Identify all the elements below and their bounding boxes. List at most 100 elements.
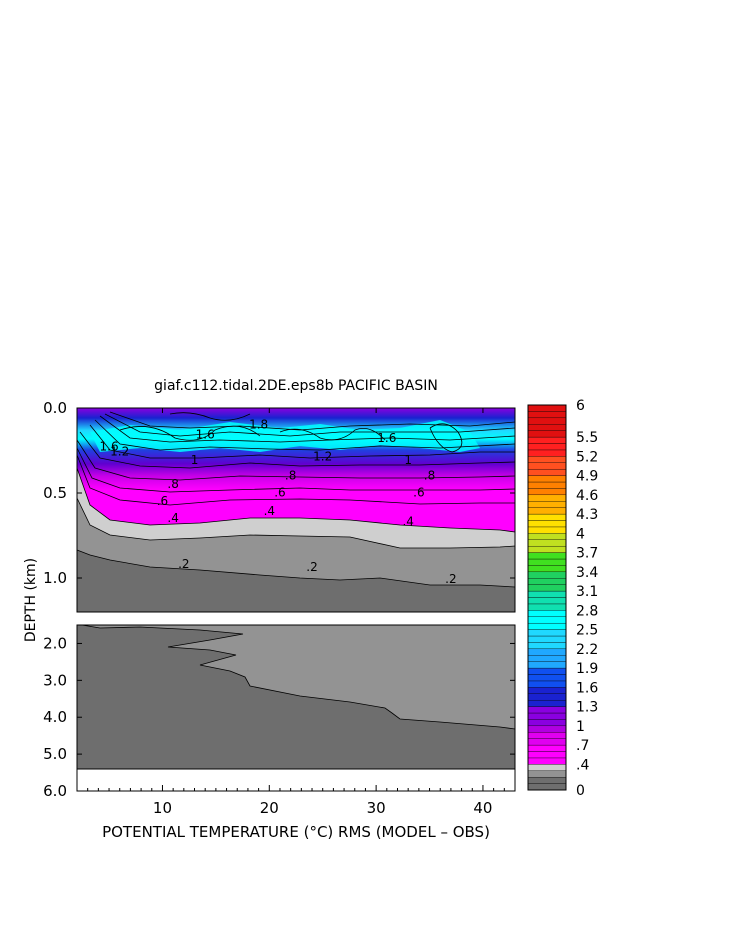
colorbar-swatch	[527, 590, 567, 598]
colorbar-swatch	[527, 719, 567, 727]
colorbar-swatch	[527, 622, 567, 630]
contour-label-14: 1.6	[100, 440, 119, 454]
colorbar-swatch	[527, 693, 567, 701]
contour-label-layer: .2.2.2.4.4.4.6.6.6.8.8.811.21.61.2 11.61.…	[100, 417, 457, 586]
colorbar-swatch	[527, 706, 567, 714]
y-tick-label-upper-0: 0.0	[43, 399, 67, 417]
region-low-mid	[77, 498, 515, 587]
lower-region-light	[82, 625, 515, 729]
contour-label-4: .4	[402, 514, 413, 528]
colorbar-swatch	[527, 462, 567, 470]
contour-label-18: 1.8	[249, 417, 268, 431]
y-tick-label-lower-3: 5.0	[43, 745, 67, 763]
colorbar-swatch	[527, 751, 567, 759]
x-tick-label-0: 10	[153, 799, 172, 817]
colorbar-swatch	[527, 783, 567, 791]
colorbar-swatch	[527, 603, 567, 611]
colorbar-swatch	[527, 513, 567, 521]
colorbar-label-8: 3.4	[576, 565, 598, 581]
colorbar-swatch	[527, 565, 567, 573]
colorbar-swatch	[527, 584, 567, 592]
colorbar-label-7: 3.7	[576, 546, 598, 562]
y-axis: 0.0 0.5 1.0 2.0 3.0 4.0 5.0 6.0	[43, 399, 515, 800]
colorbar-swatch	[527, 430, 567, 438]
colorbar-label-5: 4.3	[576, 507, 598, 523]
colorbar-swatch	[527, 738, 567, 746]
upper-panel-frame	[76, 407, 516, 613]
colorbar-swatch	[527, 526, 567, 534]
contour-label-8: .6	[413, 485, 424, 499]
contour-label-10: .8	[285, 468, 296, 482]
colorbar-swatch	[527, 404, 567, 412]
colorbar-label-19: 0	[576, 783, 585, 799]
colorbar-swatch	[527, 539, 567, 547]
contour-label-16: 1	[404, 453, 412, 467]
y-tick-label-lower-1: 3.0	[43, 671, 67, 689]
colorbar-swatch	[527, 764, 567, 771]
colorbar-swatch	[527, 635, 567, 643]
colorbar-swatch	[527, 520, 567, 528]
colorbar-label-2: 5.2	[576, 449, 598, 465]
colorbar-swatch	[527, 732, 567, 739]
contour-label-2: .2	[445, 572, 456, 586]
contour-label-11: .8	[424, 468, 435, 482]
y-tick-label-lower-4: 6.0	[43, 782, 67, 800]
colorbar-label-12: 2.2	[576, 642, 598, 658]
contour-label-15: 1.2	[313, 450, 332, 464]
contour-label-0: .2	[178, 557, 189, 571]
colorbar-swatch	[527, 545, 567, 553]
colorbar-label-4: 4.6	[576, 488, 598, 504]
colorbar-swatch	[527, 475, 567, 483]
colorbar-label-6: 4	[576, 526, 585, 542]
colorbar-label-16: 1	[576, 719, 585, 735]
x-tick-label-2: 30	[367, 799, 386, 817]
colorbar-swatch	[527, 578, 567, 585]
lower-contour	[81, 624, 516, 730]
colorbar-swatch	[527, 507, 567, 515]
colorbar-swatch	[527, 776, 567, 784]
colorbar-label-13: 1.9	[576, 661, 598, 677]
x-tick-label-1: 20	[260, 799, 279, 817]
colorbar-swatch	[527, 468, 567, 476]
y-tick-label-upper-2: 1.0	[43, 569, 67, 587]
chart-title: giaf.c112.tidal.2DE.eps8b PACIFIC BASIN	[154, 378, 438, 394]
colorbar-frame	[527, 404, 567, 791]
colorbar-label-15: 1.3	[576, 700, 598, 716]
colorbar-label-0: 6	[576, 398, 585, 414]
contour-label-12: 1	[191, 453, 199, 467]
colorbar-swatch	[527, 661, 567, 669]
contour-label-13: 1.2	[110, 445, 129, 459]
colorbar-swatch	[527, 687, 567, 694]
colorbar-swatch	[527, 571, 567, 579]
contour-label-3: .4	[264, 504, 275, 518]
colorbar-label-9: 3.1	[576, 584, 598, 600]
x-axis: 10 20 30 40	[87, 408, 505, 817]
lower-panel-frame	[76, 624, 516, 792]
colorbar-swatch	[527, 411, 567, 419]
colorbar-swatch	[527, 443, 567, 451]
colorbar-swatch	[527, 712, 567, 720]
y-axis-label: DEPTH (km)	[23, 558, 39, 642]
colorbar-swatch	[527, 417, 567, 425]
colorbar-swatch	[527, 558, 567, 566]
contour-label-5: .4	[167, 511, 178, 525]
colorbar-swatch	[527, 449, 567, 457]
colorbar-swatch	[527, 770, 567, 778]
x-tick-label-3: 40	[473, 799, 492, 817]
contour-label-19: 1.6	[377, 431, 396, 445]
colorbar-swatch	[527, 533, 567, 540]
colorbar-label-17: .7	[576, 738, 589, 754]
colorbar-swatch	[527, 674, 567, 682]
contour-label-1: .2	[306, 560, 317, 574]
colorbar-swatch	[527, 494, 567, 502]
colorbar-swatch	[527, 456, 567, 463]
colorbar-label-14: 1.6	[576, 680, 598, 696]
colorbar-swatch	[527, 744, 567, 752]
x-axis-label: POTENTIAL TEMPERATURE (°C) RMS (MODEL – …	[102, 823, 490, 841]
colorbar-swatch	[527, 616, 567, 624]
contour-lines	[76, 411, 516, 588]
lower-panel-empty-band	[77, 769, 515, 791]
colorbar-swatch	[527, 655, 567, 662]
upper-panel: .2.2.2.4.4.4.6.6.6.8.8.811.21.61.2 11.61.…	[76, 407, 516, 613]
